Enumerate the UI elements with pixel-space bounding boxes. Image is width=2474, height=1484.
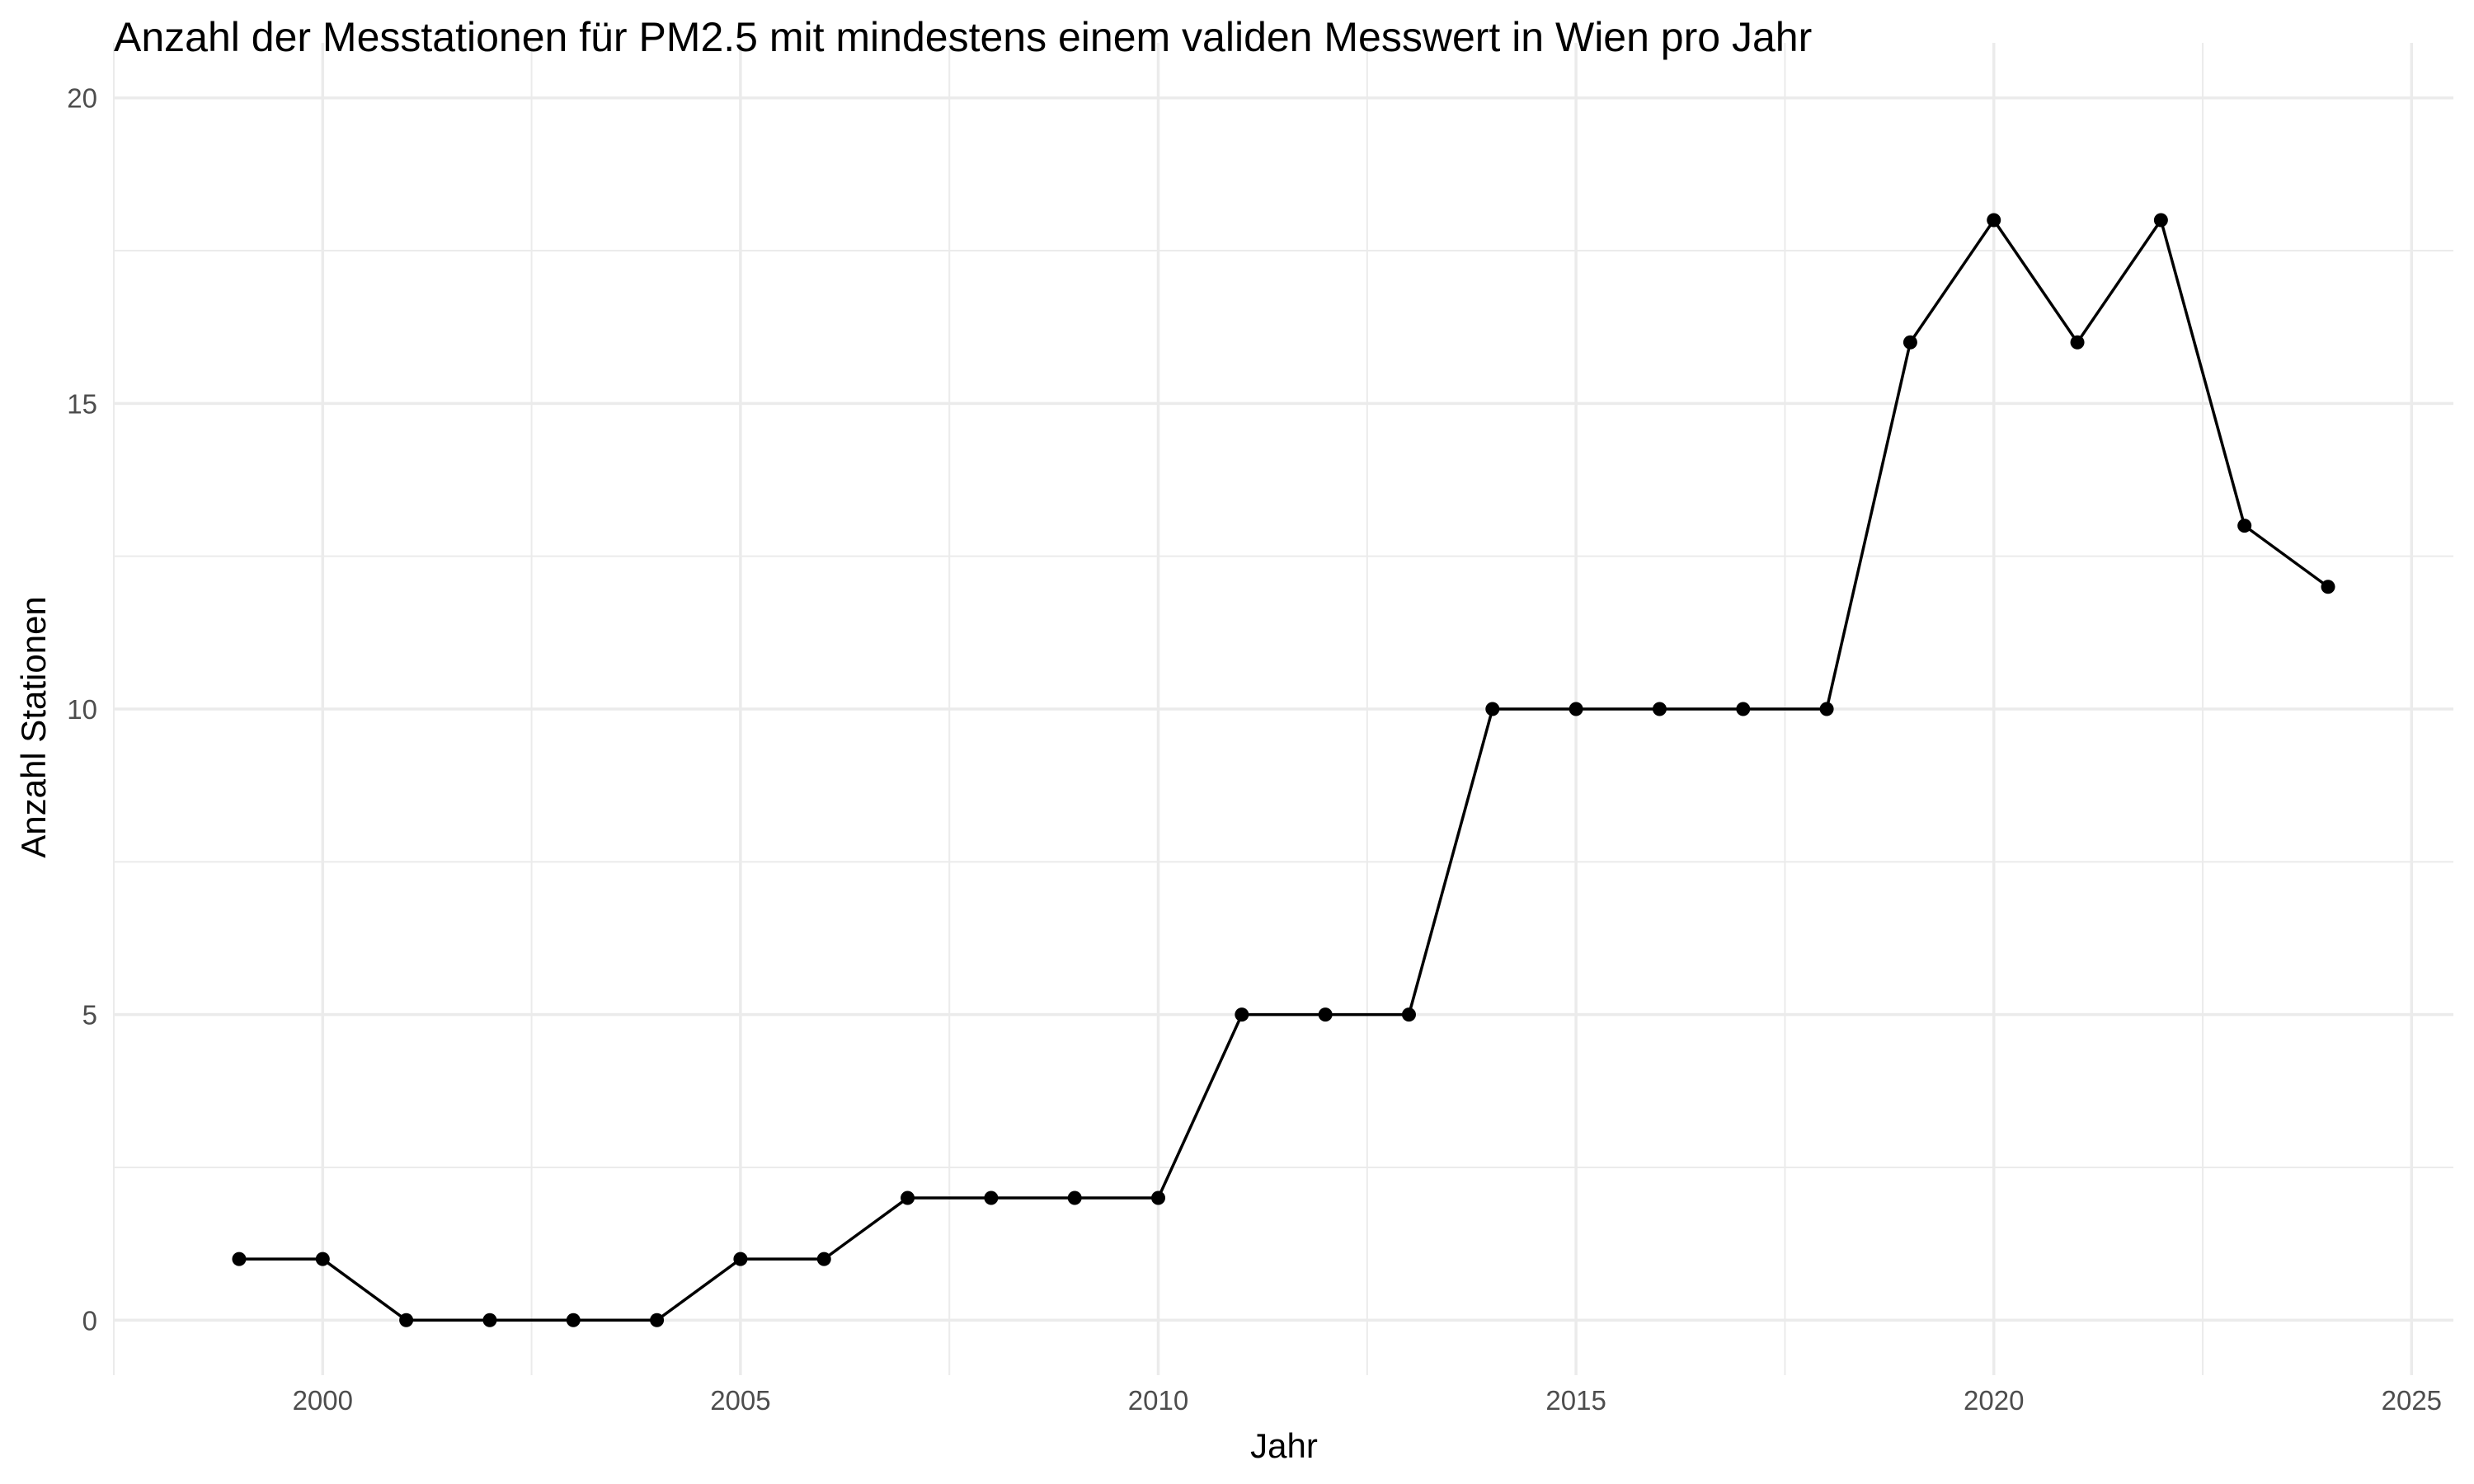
- y-tick-label: 5: [82, 1000, 97, 1031]
- data-point: [399, 1313, 414, 1327]
- tick-labels: 2000 2005 2010 2015 2020 2025 0 5 10 15 20: [67, 83, 2442, 1416]
- x-tick-label: 2020: [1964, 1385, 2024, 1416]
- y-tick-label: 0: [82, 1305, 97, 1336]
- data-point: [482, 1313, 497, 1327]
- y-tick-label: 10: [67, 694, 97, 725]
- x-tick-label: 2010: [1128, 1385, 1188, 1416]
- x-tick-label: 2015: [1545, 1385, 1606, 1416]
- data-point: [1736, 702, 1751, 716]
- series-line: [238, 218, 2330, 1322]
- data-point: [2070, 335, 2085, 350]
- data-point: [1151, 1190, 1166, 1205]
- data-point: [650, 1313, 665, 1327]
- chart-title: Anzahl der Messtationen für PM2.5 mit mi…: [114, 14, 1812, 60]
- data-point: [315, 1252, 330, 1266]
- data-point: [1067, 1190, 1082, 1205]
- x-tick-label: 2025: [2382, 1385, 2442, 1416]
- data-point: [1401, 1007, 1416, 1022]
- data-point: [1235, 1007, 1249, 1022]
- data-point: [1987, 213, 2001, 228]
- data-point: [566, 1313, 581, 1327]
- data-point: [1819, 702, 1834, 716]
- data-point: [2321, 580, 2335, 594]
- y-tick-label: 15: [67, 388, 97, 419]
- x-tick-label: 2000: [293, 1385, 353, 1416]
- data-point: [1569, 702, 1583, 716]
- y-tick-label: 20: [67, 83, 97, 114]
- x-axis-title: Jahr: [1250, 1426, 1318, 1465]
- data-point: [901, 1190, 915, 1205]
- data-point: [1903, 335, 1917, 350]
- data-point: [984, 1190, 999, 1205]
- y-axis-title: Anzahl Stationen: [14, 596, 53, 858]
- data-point: [232, 1252, 247, 1266]
- data-series: [232, 213, 2335, 1327]
- data-point: [2153, 213, 2168, 228]
- data-point: [1485, 702, 1500, 716]
- data-point: [1652, 702, 1667, 716]
- data-point: [2237, 519, 2252, 533]
- data-point: [733, 1252, 748, 1266]
- data-point: [1318, 1007, 1333, 1022]
- data-point: [816, 1252, 831, 1266]
- x-tick-label: 2005: [710, 1385, 770, 1416]
